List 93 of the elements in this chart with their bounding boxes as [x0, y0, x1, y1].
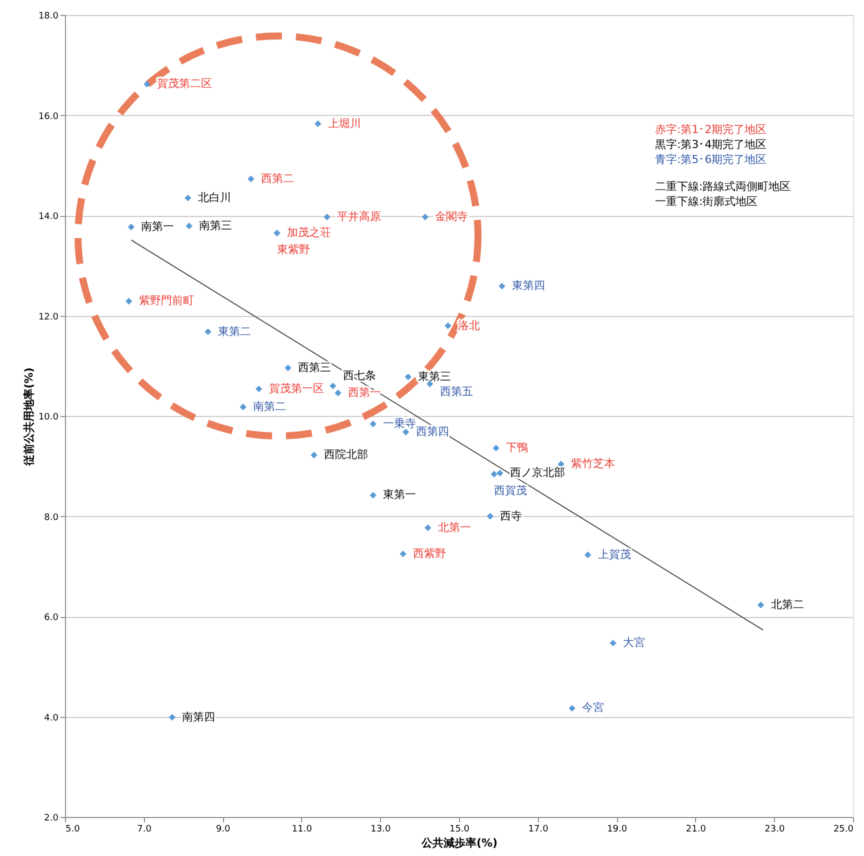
data-label: 北第一 [438, 520, 471, 534]
data-label: 今宮 [582, 701, 604, 714]
data-label: 西紫野 [413, 546, 446, 560]
data-label: 南第一 [141, 220, 174, 234]
data-label: 賀茂第二区 [156, 77, 212, 90]
x-tick-label: 5.0 [66, 824, 80, 834]
y-tick-label: 10.0 [38, 412, 59, 422]
point [330, 382, 336, 390]
point [310, 452, 318, 458]
point [168, 714, 176, 721]
data-label: 紫竹芝本 [571, 457, 616, 470]
x-tick-label: 25.0 [833, 824, 854, 834]
point [610, 640, 616, 646]
x-tick-label: 7.0 [137, 824, 152, 834]
point [324, 214, 330, 220]
point [402, 428, 410, 436]
data-label: 北第二 [770, 598, 804, 611]
x-axis-title: 公共減歩率(%) [420, 836, 498, 850]
data-label: 上賀茂 [598, 548, 631, 561]
data-label: 紫野門前町 [138, 294, 194, 308]
point [284, 364, 292, 372]
y-tick-label: 4.0 [44, 713, 59, 724]
annotation: 青字:第5･6期完了地区 [655, 153, 767, 166]
y-tick-label: 2.0 [44, 814, 59, 824]
x-tick-label: 19.0 [607, 824, 628, 834]
x-tick-label: 9.0 [216, 824, 231, 834]
data-label: 上堀川 [328, 116, 361, 130]
y-tick-label: 6.0 [44, 613, 59, 623]
data-label: 西ノ京北部 [510, 466, 565, 480]
data-label: 賀茂第一区 [268, 382, 324, 395]
data-label: 加茂之荘 [286, 226, 331, 240]
point [184, 194, 192, 202]
data-label: 西院北部 [324, 448, 368, 462]
point [757, 602, 764, 608]
y-tick-label: 12.0 [38, 312, 59, 322]
data-label: 一乗寺 [383, 417, 416, 430]
point [404, 374, 412, 380]
x-tick-label: 11.0 [292, 824, 312, 834]
y-tick-label: 8.0 [44, 512, 59, 523]
point [486, 512, 494, 520]
point [248, 176, 254, 182]
point [125, 298, 132, 305]
annotation: 黒字:第3･4期完了地区 [655, 138, 767, 151]
annotation: 二重下線:路線式両側町地区 [655, 180, 791, 193]
point [128, 224, 135, 230]
point [400, 550, 406, 558]
x-tick-label: 23.0 [764, 824, 785, 834]
point [370, 492, 376, 499]
point [568, 704, 576, 712]
data-label: 北白川 [198, 190, 231, 204]
data-label: 南第二 [253, 400, 286, 413]
y-tick-label: 14.0 [38, 212, 59, 222]
data-label: 東第二 [218, 324, 252, 338]
point [424, 524, 432, 532]
data-label: 下鴨 [506, 441, 528, 454]
y-tick-label: 16.0 [38, 112, 59, 122]
point [314, 120, 322, 128]
point [204, 328, 212, 336]
data-label: 金閣寺 [435, 210, 468, 224]
point [144, 80, 150, 88]
data-label: 西第三 [298, 360, 332, 374]
data-label: 南第四 [182, 710, 216, 724]
y-axis-title: 従前公共用地率(%) [22, 367, 36, 467]
data-label: 西第五 [440, 384, 473, 398]
data-label: 西第二 [260, 172, 294, 185]
point [334, 390, 342, 396]
x-tick-label: 17.0 [528, 824, 549, 834]
point [584, 551, 592, 558]
data-label: 東紫野 [276, 243, 310, 256]
data-label: 平井高原 [337, 210, 382, 224]
x-tick-label: 15.0 [449, 824, 470, 834]
annotation: 一重下線:街廓式地区 [655, 195, 758, 208]
data-label: 西寺 [500, 509, 522, 522]
point [255, 386, 262, 392]
data-label: 東第一 [383, 488, 416, 502]
data-label: 南第三 [199, 219, 232, 232]
data-label: 東第四 [512, 279, 545, 292]
point [422, 214, 428, 220]
data-label: 西賀茂 [494, 484, 528, 498]
y-tick-label: 18.0 [38, 12, 59, 22]
point [490, 470, 498, 478]
x-tick-label: 13.0 [370, 824, 391, 834]
point [498, 282, 506, 290]
point [370, 420, 376, 428]
point [496, 470, 504, 476]
annotation: 赤字:第1･2期完了地区 [655, 123, 767, 136]
x-tick-label: 21.0 [686, 824, 706, 834]
point [444, 322, 452, 330]
data-label: 大宮 [623, 636, 646, 650]
data-label: 東第三 [418, 370, 452, 383]
point [186, 222, 192, 230]
point [240, 404, 246, 410]
point [492, 444, 500, 452]
